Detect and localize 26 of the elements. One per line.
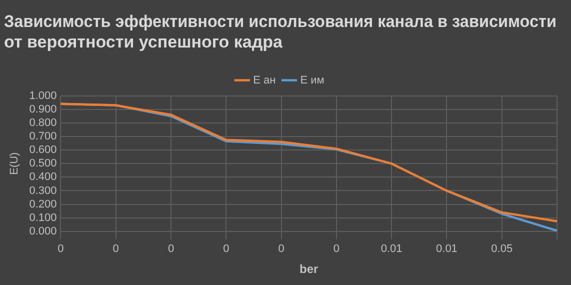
y-tick-label: 0.800 — [29, 116, 57, 129]
x-tick-label: 0.05 — [491, 243, 513, 256]
y-tick-label: 0.500 — [29, 158, 57, 170]
y-tick-label: 0.000 — [29, 225, 57, 238]
y-axis-title: E(U) — [8, 152, 21, 175]
legend-label: E ан — [253, 74, 276, 86]
x-tick-label: 0.01 — [380, 243, 402, 256]
y-tick-label: 0.400 — [29, 171, 57, 184]
y-tick-label: 0.300 — [29, 184, 57, 197]
y-tick-label: 0.900 — [29, 103, 57, 116]
x-tick-label: 0 — [278, 243, 284, 256]
x-tick-label: 0 — [168, 243, 174, 256]
x-tick-label: 0 — [223, 243, 230, 256]
y-tick-label: 0.200 — [29, 198, 57, 210]
text: от вероятности успешного кадра — [4, 32, 282, 52]
y-tick-label: 0.700 — [29, 130, 57, 143]
x-tick-label: 0 — [333, 243, 340, 256]
y-tick-label: 0.600 — [29, 144, 57, 156]
x-tick-label: 0 — [112, 243, 119, 256]
legend-label: E им — [300, 74, 324, 86]
y-tick-label: 1.000 — [29, 90, 57, 102]
x-tick-label: 0 — [58, 243, 64, 256]
x-tick-label: 0.01 — [436, 243, 458, 256]
y-tick-label: 0.100 — [29, 212, 57, 224]
x-axis-title: ber — [300, 262, 319, 276]
text: Зависимость эффективности использования канала в зависимости — [4, 12, 557, 31]
